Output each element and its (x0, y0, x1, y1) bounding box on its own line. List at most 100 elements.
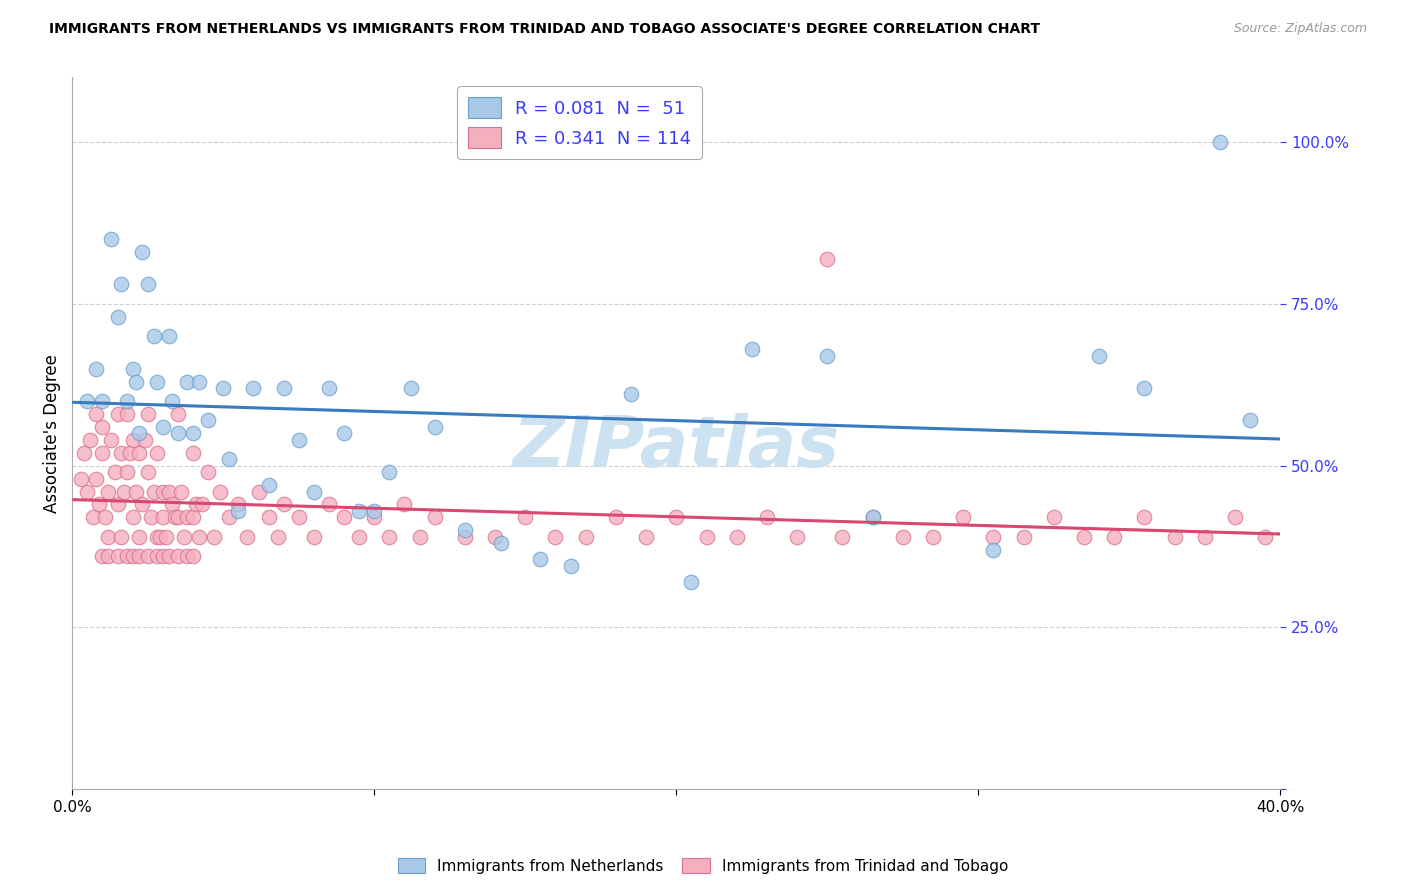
Point (115, 465, 138, 479)
Point (170, 484, 193, 499)
Point (363, 510, 385, 524)
Point (1163, 530, 1185, 544)
Point (91, 446, 114, 460)
Point (181, 549, 204, 564)
Point (287, 510, 309, 524)
Point (89, 498, 111, 512)
Point (157, 484, 180, 499)
Point (242, 381, 264, 395)
Point (1073, 530, 1095, 544)
Point (107, 498, 129, 512)
Point (249, 484, 271, 499)
Point (408, 530, 430, 544)
Point (146, 530, 169, 544)
Point (152, 484, 174, 499)
Point (157, 549, 180, 564)
Point (103, 465, 125, 479)
Point (197, 413, 219, 427)
Point (184, 498, 207, 512)
Point (181, 446, 204, 460)
Point (73, 446, 96, 460)
Point (176, 375, 198, 389)
Point (124, 484, 146, 499)
Point (139, 510, 162, 524)
Point (157, 329, 180, 343)
Point (136, 407, 159, 421)
Point (115, 393, 138, 408)
Point (100, 433, 122, 447)
Point (131, 245, 153, 260)
Point (218, 510, 240, 524)
Point (146, 549, 169, 564)
Point (696, 530, 718, 544)
Point (128, 549, 150, 564)
Point (167, 426, 190, 441)
Point (91, 549, 114, 564)
Point (560, 558, 582, 573)
Point (1223, 510, 1246, 524)
Point (115, 407, 138, 421)
Point (91, 419, 114, 434)
Point (134, 433, 156, 447)
Point (152, 419, 174, 434)
Point (257, 510, 280, 524)
Point (152, 510, 174, 524)
Point (163, 510, 186, 524)
Point (176, 549, 198, 564)
Point (112, 484, 135, 499)
Point (131, 498, 153, 512)
Point (302, 484, 325, 499)
Point (149, 530, 172, 544)
Point (100, 232, 122, 246)
Point (176, 510, 198, 524)
Point (118, 446, 141, 460)
Point (128, 426, 150, 441)
Point (423, 510, 446, 524)
Point (620, 387, 643, 401)
Point (160, 498, 183, 512)
Point (121, 510, 143, 524)
Point (1209, 135, 1232, 149)
Point (236, 530, 259, 544)
Point (202, 530, 225, 544)
Point (454, 530, 477, 544)
Point (107, 549, 129, 564)
Point (399, 381, 422, 395)
Point (273, 498, 295, 512)
Point (318, 498, 340, 512)
Point (922, 530, 945, 544)
Point (983, 542, 1005, 557)
Point (1104, 530, 1126, 544)
Point (97, 549, 120, 564)
Point (228, 504, 250, 518)
Point (786, 530, 808, 544)
Point (136, 277, 159, 292)
Point (70, 472, 93, 486)
Point (423, 419, 446, 434)
Point (347, 504, 370, 518)
Point (191, 498, 214, 512)
Point (333, 426, 356, 441)
Point (484, 530, 506, 544)
Point (136, 465, 159, 479)
Point (97, 530, 120, 544)
Point (91, 393, 114, 408)
Point (983, 530, 1005, 544)
Point (115, 549, 138, 564)
Point (128, 530, 150, 544)
Point (544, 530, 567, 544)
Point (1133, 510, 1156, 524)
Point (1194, 530, 1216, 544)
Point (110, 446, 132, 460)
Point (155, 530, 177, 544)
Point (167, 549, 190, 564)
Point (1088, 349, 1111, 363)
Point (188, 375, 211, 389)
Point (181, 426, 204, 441)
Point (110, 277, 132, 292)
Point (1239, 413, 1261, 427)
Point (347, 530, 370, 544)
Point (489, 536, 512, 550)
Point (257, 478, 280, 492)
Point (121, 433, 143, 447)
